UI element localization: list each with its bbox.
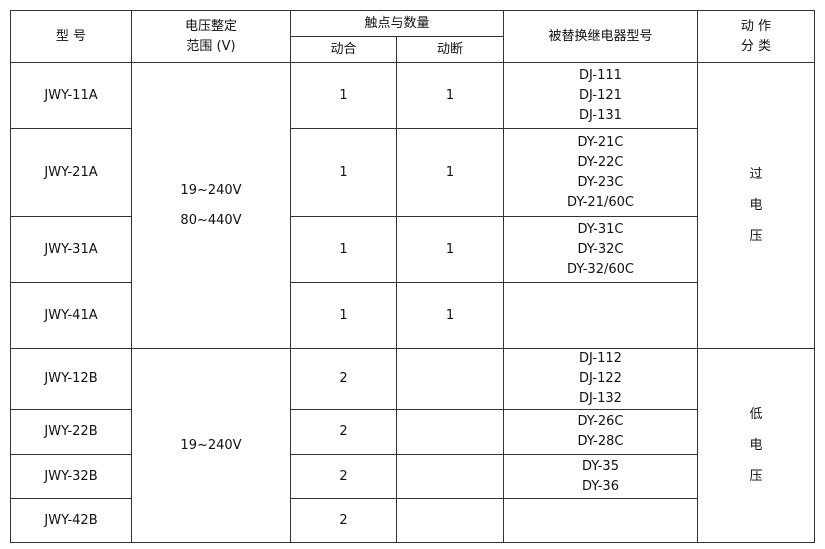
replaces-cell: DY-21C DY-22C DY-23C DY-21/60C	[503, 128, 698, 217]
header-replaces: 被替换继电器型号	[503, 10, 698, 63]
replaced-model: DY-32/60C	[567, 261, 634, 277]
voltage-range: 19~240V	[180, 182, 242, 198]
break-count-cell	[396, 409, 504, 455]
make-count-cell: 2	[290, 348, 397, 410]
header-model: 型 号	[10, 10, 132, 63]
voltage-range: 80~440V	[180, 212, 242, 228]
break-count-cell	[396, 498, 504, 543]
action-char: 压	[749, 469, 763, 484]
model-cell: JWY-31A	[10, 216, 132, 283]
model-cell: JWY-12B	[10, 348, 132, 410]
replaced-model: DY-26C	[577, 414, 624, 429]
action-type-cell: 过电压	[697, 62, 815, 349]
header-action-line1: 动 作	[740, 18, 772, 34]
break-count-cell: 1	[396, 62, 504, 129]
make-count-cell: 1	[290, 282, 397, 349]
replaced-model: DY-21C	[577, 134, 624, 150]
replaced-model: DY-22C	[577, 154, 624, 170]
header-voltage-line2: 范围 (V)	[186, 38, 236, 54]
table-row: JWY-42B 2	[10, 498, 815, 543]
voltage-range: 19~240V	[180, 437, 242, 453]
make-count-cell: 1	[290, 62, 397, 129]
table-row: JWY-12B 19~240V 2 DJ-112 DJ-122 DJ-132 低电压	[10, 348, 815, 543]
replaced-model: DY-21/60C	[567, 194, 634, 210]
action-char: 电	[749, 438, 763, 453]
action-type-cell: 低电压	[697, 348, 815, 543]
model-cell: JWY-32B	[10, 454, 132, 499]
action-char: 过	[749, 167, 763, 182]
model-cell: JWY-22B	[10, 409, 132, 455]
replaced-model: DY-36	[582, 478, 619, 494]
action-char: 压	[749, 229, 763, 244]
table-row: JWY-32B 2 DY-35 DY-36	[10, 454, 815, 499]
header-contacts: 触点与数量	[290, 10, 504, 37]
replaces-cell: DY-31C DY-32C DY-32/60C	[503, 216, 698, 283]
model-cell: JWY-41A	[10, 282, 132, 349]
break-count-cell: 1	[396, 128, 504, 217]
header-voltage-line1: 电压整定	[184, 18, 237, 34]
table-row: JWY-31A 1 1 DY-31C DY-32C DY-32/60C	[10, 216, 815, 283]
replaces-cell: DY-35 DY-36	[503, 454, 698, 499]
make-count-cell: 2	[290, 409, 397, 455]
replaced-model: DJ-122	[579, 371, 622, 386]
break-count-cell: 1	[396, 216, 504, 283]
break-count-cell	[396, 454, 504, 499]
replaces-cell	[503, 282, 698, 349]
header-model-text: 型 号	[55, 28, 87, 44]
replaced-model: DJ-131	[579, 107, 622, 123]
replaces-cell: DJ-112 DJ-122 DJ-132	[503, 348, 698, 410]
table-row: JWY-11A 19~240V 80~440V 1 1 DJ-111 DJ-121 DJ-13…	[10, 62, 815, 349]
replaces-cell: DY-26C DY-28C	[503, 409, 698, 455]
make-count-cell: 1	[290, 216, 397, 283]
model-cell: JWY-42B	[10, 498, 132, 543]
replaced-model: DY-32C	[577, 241, 624, 257]
voltage-range-cell: 19~240V 80~440V	[131, 62, 291, 349]
model-cell: JWY-11A	[10, 62, 132, 129]
action-char: 电	[749, 198, 763, 213]
voltage-range-cell: 19~240V	[131, 348, 291, 543]
replaced-model: DY-23C	[577, 174, 624, 190]
table-row: JWY-21A 1 1 DY-21C DY-22C DY-23C DY-21/60C	[10, 128, 815, 217]
header-break: 动断	[396, 36, 504, 63]
replaced-model: DY-35	[582, 458, 619, 474]
replaced-model: DY-28C	[577, 434, 624, 449]
model-cell: JWY-21A	[10, 128, 132, 217]
replaces-cell: DJ-111 DJ-121 DJ-131	[503, 62, 698, 129]
header-action-line2: 分 类	[740, 38, 772, 54]
table-row: JWY-22B 2 DY-26C DY-28C	[10, 409, 815, 455]
action-char: 低	[749, 407, 763, 422]
make-count-cell: 1	[290, 128, 397, 217]
replaced-model: DJ-111	[579, 67, 622, 83]
replaced-model: DJ-112	[579, 351, 622, 366]
header-action: 动 作分 类	[697, 10, 815, 63]
break-count-cell	[396, 348, 504, 410]
relay-spec-table: 型 号 电压整定 范围 (V) 触点与数量 被替换继电器型号 动 作分 类 动合 …	[10, 10, 815, 543]
replaced-model: DJ-121	[579, 87, 622, 103]
replaced-model: DY-31C	[577, 221, 624, 237]
replaced-model: DJ-132	[579, 391, 622, 406]
header-voltage: 电压整定范围 (V)	[131, 10, 291, 63]
replaces-cell	[503, 498, 698, 543]
header-make: 动合	[290, 36, 397, 63]
make-count-cell: 2	[290, 498, 397, 543]
table-row: JWY-41A 1 1	[10, 282, 815, 349]
make-count-cell: 2	[290, 454, 397, 499]
break-count-cell: 1	[396, 282, 504, 349]
